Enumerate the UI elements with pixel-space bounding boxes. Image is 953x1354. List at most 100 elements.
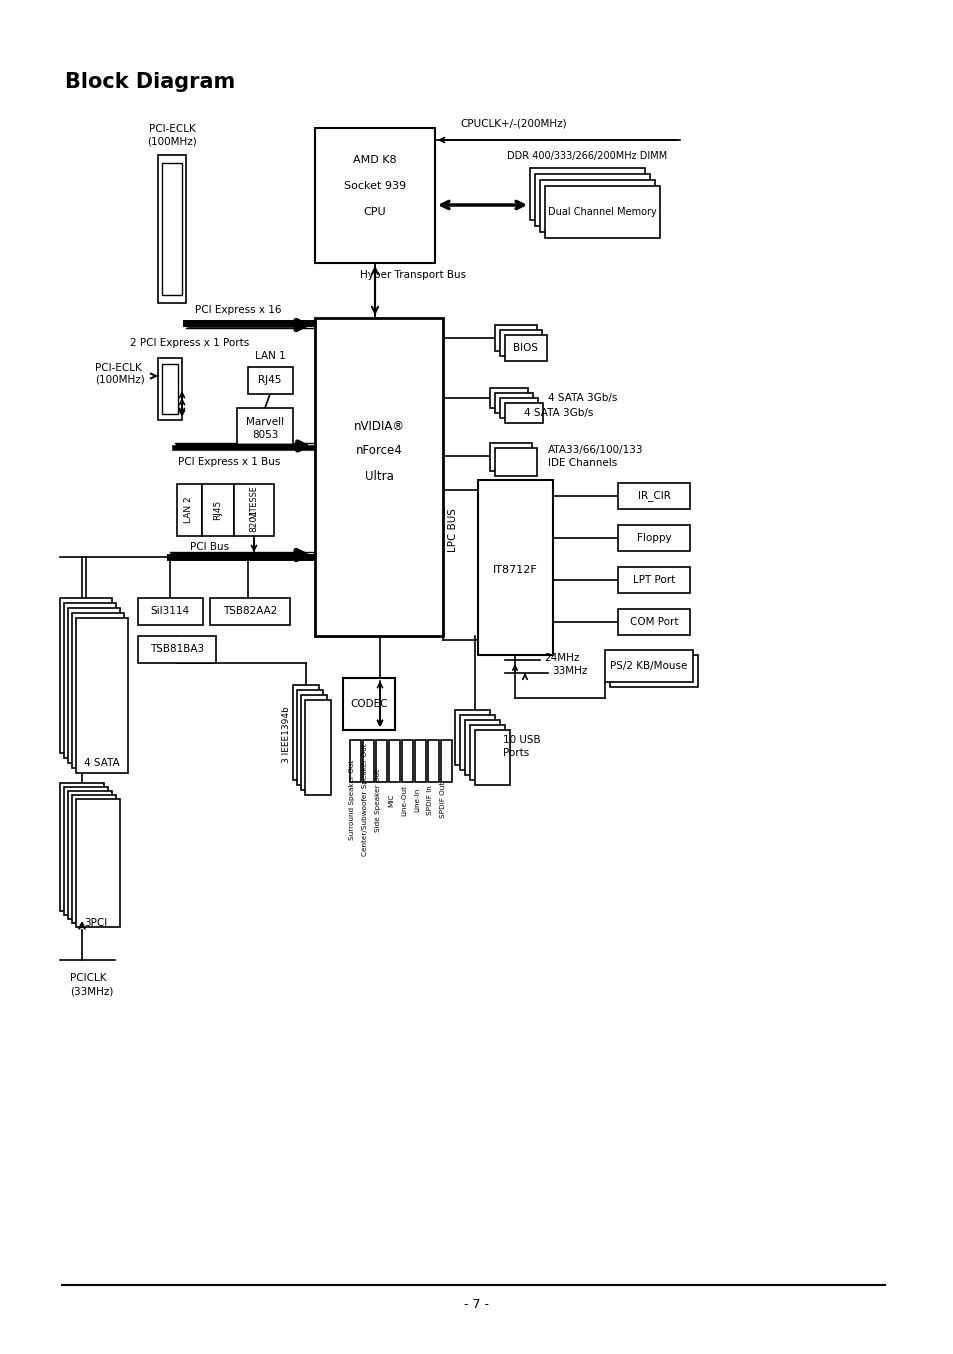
Text: IR_CIR: IR_CIR (637, 490, 670, 501)
Text: 3PCI: 3PCI (84, 918, 108, 927)
Bar (158, 154, 186, 303)
Bar (177, 483, 202, 536)
Bar (68, 791, 112, 919)
Bar (375, 741, 387, 783)
Text: 10 USB: 10 USB (502, 735, 540, 745)
Bar (76, 799, 120, 927)
Bar (305, 700, 331, 795)
Bar (60, 598, 112, 753)
Bar (618, 525, 689, 551)
Text: VITESSE: VITESSE (250, 486, 258, 519)
Bar (475, 730, 510, 785)
Bar (389, 741, 399, 783)
Text: - 7 -: - 7 - (464, 1298, 489, 1312)
Text: PCI Express x 16: PCI Express x 16 (194, 305, 281, 315)
Bar (248, 367, 293, 394)
Bar (470, 724, 504, 780)
Text: IT8712F: IT8712F (492, 565, 537, 575)
Bar (162, 364, 178, 414)
Bar (343, 678, 395, 730)
Text: (100MHz): (100MHz) (95, 375, 145, 385)
Bar (504, 403, 542, 422)
Text: Floppy: Floppy (636, 533, 671, 543)
Text: 8201: 8201 (250, 509, 258, 532)
Text: PCI Express x 1 Bus: PCI Express x 1 Bus (178, 458, 280, 467)
Text: LPT Port: LPT Port (632, 575, 675, 585)
Bar (236, 408, 293, 445)
Bar (60, 783, 104, 911)
Text: DDR 400/333/266/200MHz DIMM: DDR 400/333/266/200MHz DIMM (506, 152, 666, 161)
Text: 24MHz: 24MHz (543, 653, 578, 663)
Text: Marvell: Marvell (246, 417, 284, 427)
Bar (71, 613, 124, 768)
Bar (495, 325, 537, 351)
Text: AMD K8: AMD K8 (353, 154, 396, 165)
Bar (314, 318, 442, 636)
Text: Line-Out: Line-Out (401, 784, 407, 815)
Bar (158, 357, 182, 420)
Bar (68, 608, 120, 764)
Bar (415, 741, 426, 783)
Bar (210, 598, 290, 626)
Bar (440, 741, 452, 783)
Text: (100MHz): (100MHz) (147, 137, 196, 148)
Bar (76, 617, 128, 773)
Text: ATA33/66/100/133: ATA33/66/100/133 (547, 445, 643, 455)
Bar (504, 334, 546, 362)
Text: IDE Channels: IDE Channels (547, 458, 617, 468)
Text: CPUCLK+/-(200MHz): CPUCLK+/-(200MHz) (459, 118, 566, 129)
Text: RJ45: RJ45 (213, 500, 222, 520)
Text: PCI Bus: PCI Bus (190, 542, 229, 552)
Text: LPC BUS: LPC BUS (448, 508, 457, 552)
Text: Surround Speaker Out: Surround Speaker Out (349, 760, 355, 841)
Text: SPDIF Out: SPDIF Out (440, 781, 446, 818)
Text: RJ45: RJ45 (258, 375, 281, 385)
Bar (499, 330, 541, 356)
Text: Dual Channel Memory: Dual Channel Memory (547, 207, 656, 217)
Text: Sil3114: Sil3114 (151, 607, 190, 616)
Text: SPDIF In: SPDIF In (427, 785, 433, 815)
Text: Side Speaker Out: Side Speaker Out (375, 769, 381, 831)
Text: Ports: Ports (502, 747, 529, 758)
Text: Line-In: Line-In (414, 788, 420, 812)
Text: MIC: MIC (388, 793, 395, 807)
Text: nVIDIA®: nVIDIA® (353, 420, 404, 432)
Bar (530, 168, 644, 219)
Bar (535, 175, 649, 226)
Bar (64, 787, 108, 915)
Text: Block Diagram: Block Diagram (65, 72, 235, 92)
Bar (495, 448, 537, 477)
Text: PCI-ECLK: PCI-ECLK (95, 363, 142, 372)
Bar (296, 691, 323, 785)
Bar (202, 483, 233, 536)
Bar (301, 695, 327, 789)
Text: nForce4: nForce4 (355, 444, 402, 458)
Bar (71, 795, 116, 923)
Text: TSB81BA3: TSB81BA3 (150, 645, 204, 654)
Text: COM Port: COM Port (629, 617, 678, 627)
Text: PCI-ECLK: PCI-ECLK (149, 125, 195, 134)
Bar (428, 741, 438, 783)
Bar (604, 650, 692, 682)
Text: Ultra: Ultra (364, 470, 393, 482)
Text: CPU: CPU (363, 207, 386, 217)
Text: 3 IEEE1394b: 3 IEEE1394b (282, 707, 291, 764)
Bar (539, 180, 655, 232)
Bar (499, 398, 537, 418)
Text: Center/Subwoofer Speaker Out: Center/Subwoofer Speaker Out (362, 743, 368, 856)
Text: 2 PCI Express x 1 Ports: 2 PCI Express x 1 Ports (130, 338, 249, 348)
Bar (618, 609, 689, 635)
Bar (459, 715, 495, 770)
Bar (162, 162, 182, 295)
Text: Socket 939: Socket 939 (344, 181, 406, 191)
Text: BIOS: BIOS (513, 343, 537, 353)
Bar (233, 483, 274, 536)
Text: 4 SATA: 4 SATA (84, 758, 120, 768)
Text: Hyper Transport Bus: Hyper Transport Bus (359, 269, 466, 280)
Bar (401, 741, 413, 783)
Text: TSB82AA2: TSB82AA2 (223, 607, 277, 616)
Text: PS/2 KB/Mouse: PS/2 KB/Mouse (610, 661, 687, 672)
Text: 8053: 8053 (252, 431, 278, 440)
Bar (544, 185, 659, 238)
Bar (350, 741, 360, 783)
